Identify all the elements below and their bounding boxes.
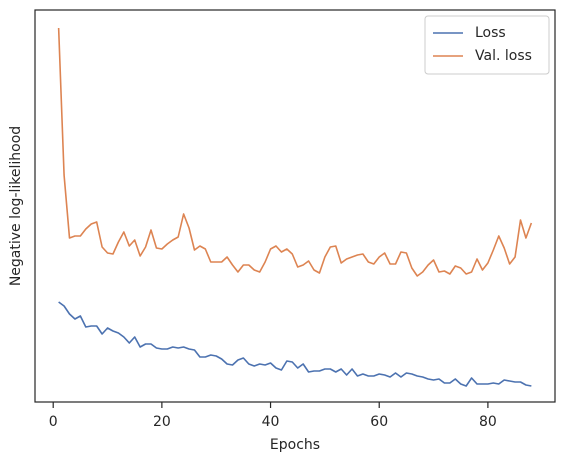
legend-label: Val. loss (475, 48, 532, 64)
x-tick-label: 60 (370, 414, 388, 430)
x-tick-label: 20 (153, 414, 171, 430)
x-tick-label: 80 (479, 414, 497, 430)
x-tick-label: 0 (49, 414, 58, 430)
x-tick-label: 40 (262, 414, 280, 430)
x-axis-label: Epochs (270, 437, 320, 453)
line-series (57, 27, 533, 277)
legend-label: Loss (475, 25, 506, 41)
line-series (58, 301, 532, 387)
y-axis-label: Negative log-likelihood (8, 126, 24, 286)
axes-frame (34, 9, 556, 403)
legend-box (424, 15, 550, 75)
